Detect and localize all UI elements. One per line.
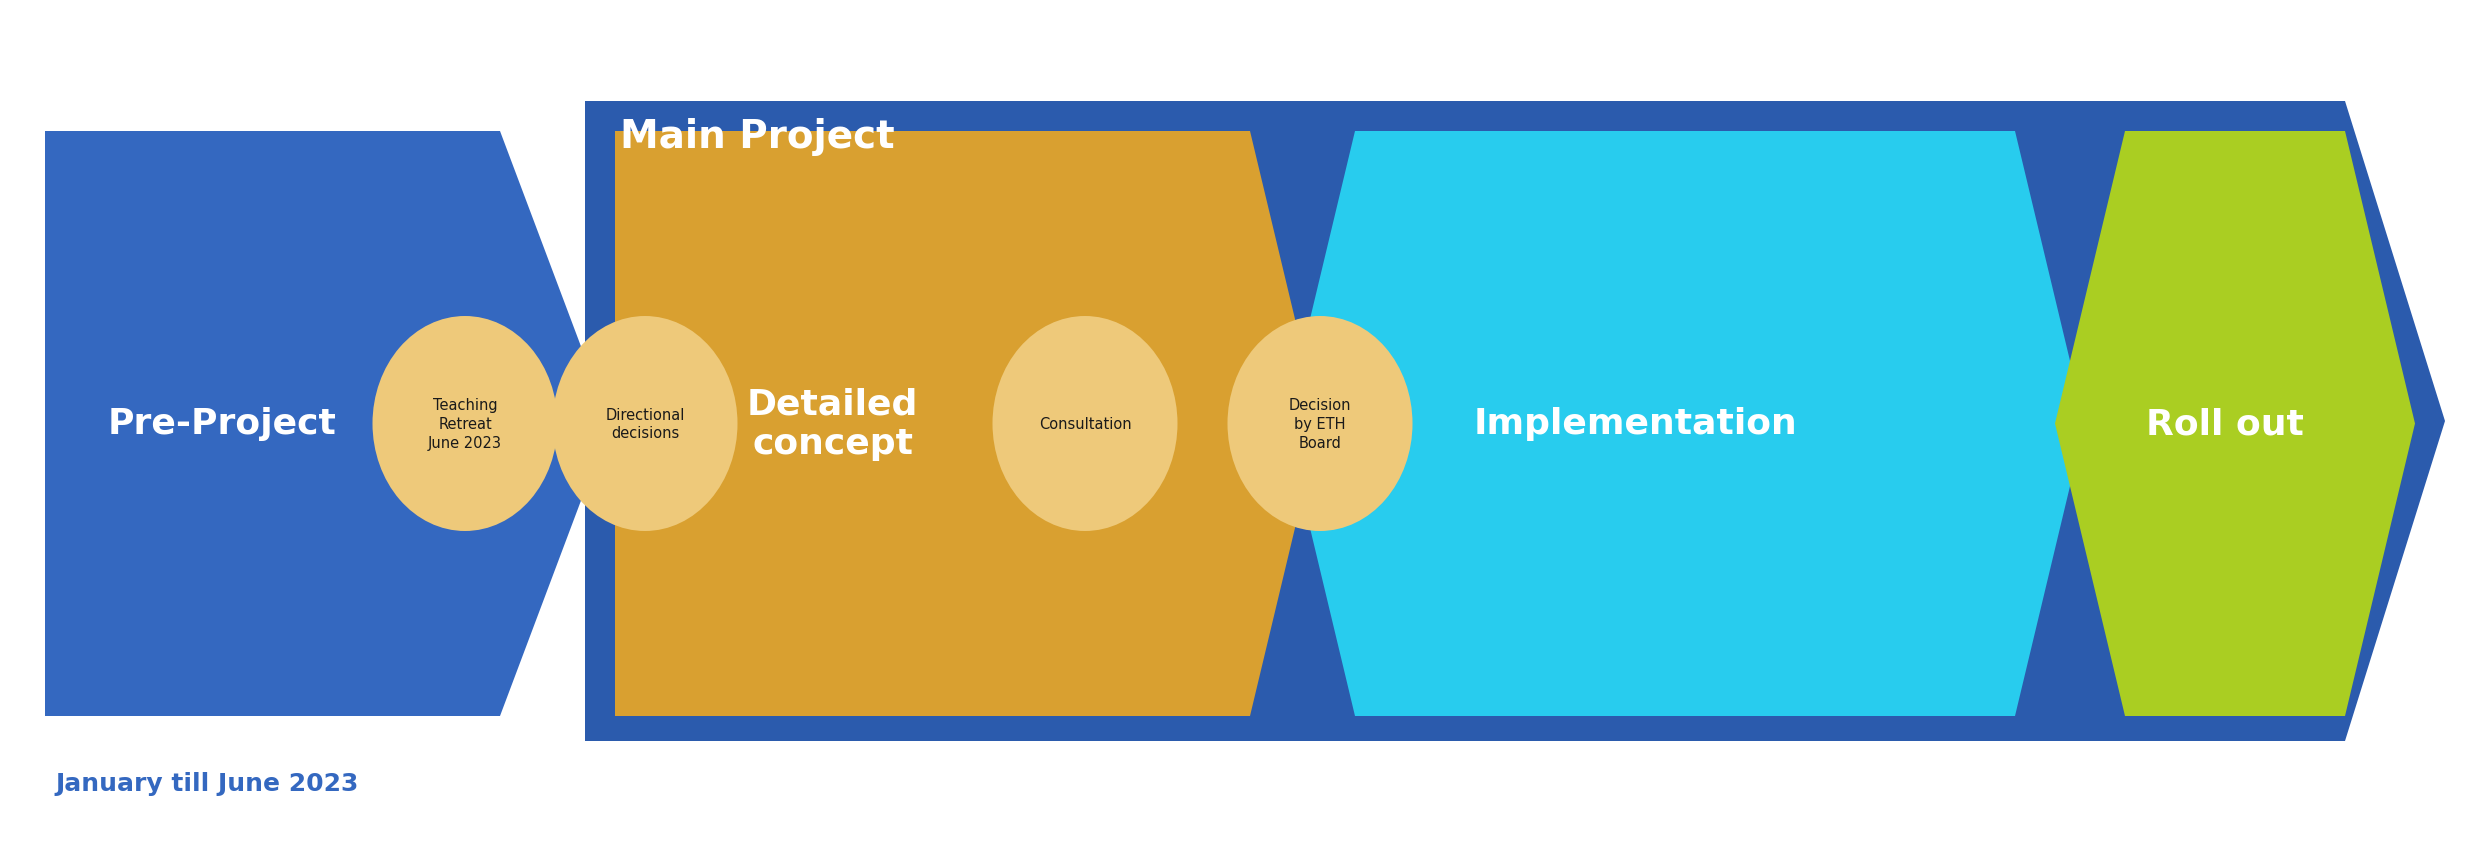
Polygon shape [615, 132, 1319, 716]
Text: from Oct. 2023: from Oct. 2023 [630, 771, 841, 795]
Text: Implementation: Implementation [1473, 407, 1797, 441]
Text: Teaching
Retreat
June 2023: Teaching Retreat June 2023 [428, 398, 503, 450]
Polygon shape [2056, 132, 2414, 716]
Polygon shape [1284, 132, 2086, 716]
Ellipse shape [553, 317, 737, 531]
Text: Detailed
concept: Detailed concept [747, 387, 918, 461]
Polygon shape [585, 102, 2444, 741]
Ellipse shape [373, 317, 558, 531]
Text: Directional
decisions: Directional decisions [605, 407, 684, 441]
Text: Main Project: Main Project [620, 118, 894, 156]
Text: Roll out: Roll out [2146, 407, 2305, 441]
Text: 2027: 2027 [2086, 771, 2155, 795]
Text: Decision
by ETH
Board: Decision by ETH Board [1289, 398, 1352, 450]
Text: Consultation: Consultation [1038, 417, 1132, 431]
Text: January till June 2023: January till June 2023 [55, 771, 358, 795]
Text: from Autumn 2024: from Autumn 2024 [1314, 771, 1581, 795]
Polygon shape [45, 132, 610, 716]
Ellipse shape [993, 317, 1177, 531]
Ellipse shape [1227, 317, 1411, 531]
Text: Pre-Project: Pre-Project [107, 407, 336, 441]
